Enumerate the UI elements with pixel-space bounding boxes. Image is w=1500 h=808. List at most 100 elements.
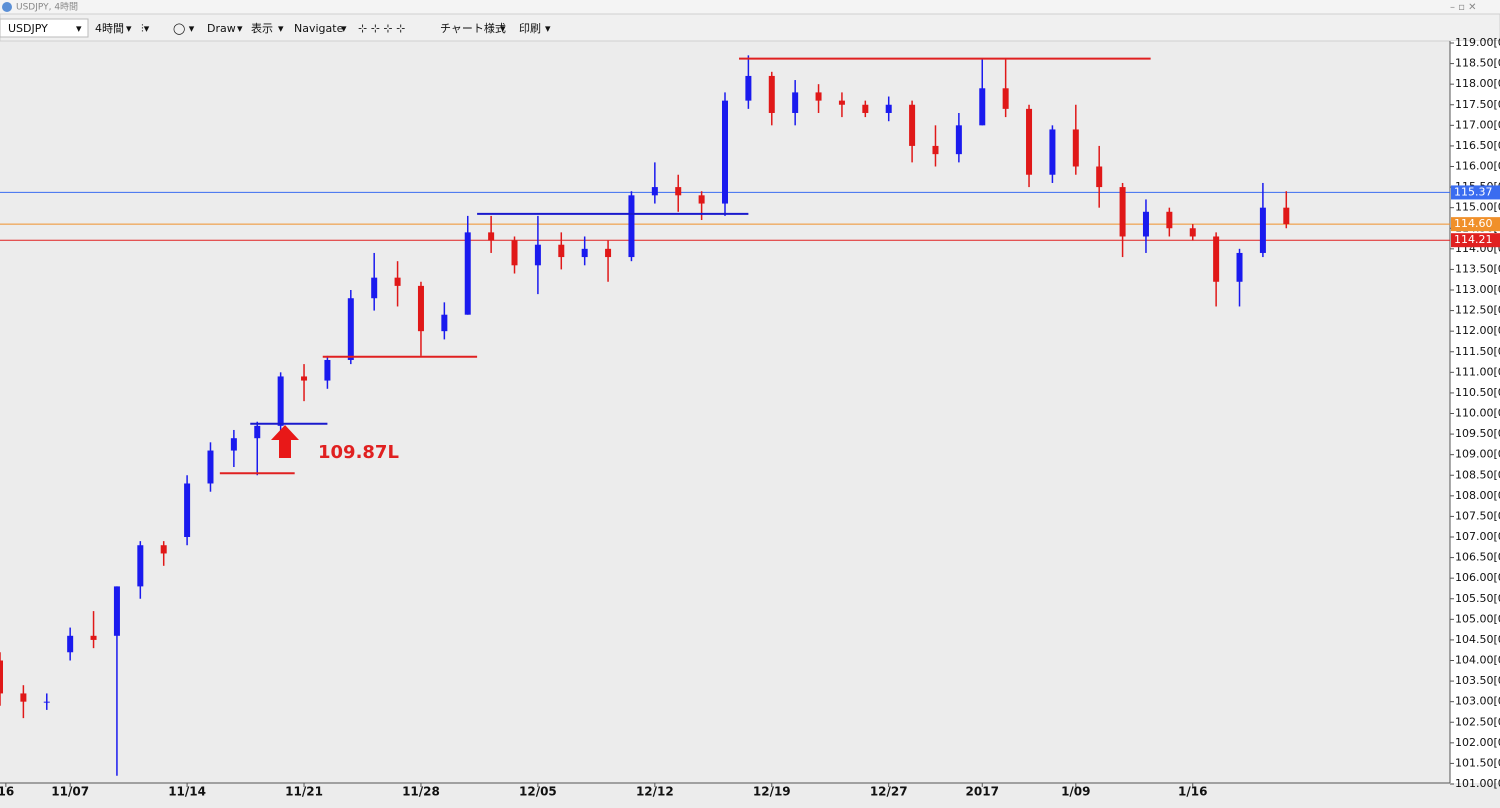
y-tick-label: 107.00[0 [1455,530,1500,543]
view-menu[interactable]: 表示 [251,21,273,35]
toolbar [0,13,1500,42]
dropdown[interactable]: ▾ [126,22,132,35]
candle-body [534,244,541,266]
x-tick-label: 11/07 [51,785,89,799]
y-tick-label: 111.00[0 [1455,365,1500,378]
y-tick-label: 113.50[0 [1455,262,1500,275]
candle-body [90,635,97,640]
y-tick-label: 116.00[0 [1455,160,1500,173]
candle-body [722,100,728,204]
candle-body [932,145,939,155]
dropdown[interactable]: ▾ [237,22,243,35]
y-tick-label: 106.50[0 [1455,551,1500,564]
candle-body [768,75,775,113]
y-tick-label: 113.00[0 [1455,283,1500,296]
dropdown[interactable]: ▾ [500,22,506,35]
candle-body [745,75,752,101]
candle-body [1049,129,1056,175]
print-menu[interactable]: 印刷 [519,22,541,35]
candle-body [230,438,237,451]
dropdown[interactable]: ▾ [341,22,347,35]
candle-body [1119,187,1126,237]
candle-body [43,701,50,703]
candle-body [792,92,799,113]
y-tick-label: 108.50[0 [1455,468,1500,481]
y-tick-label: 101.50[0 [1455,756,1500,769]
dropdown[interactable]: ▾ [278,22,284,35]
candle-body [605,248,612,258]
price-tag [1451,233,1500,248]
y-tick-label: 112.00[0 [1455,324,1500,337]
x-tick-label: 12/27 [870,785,908,799]
y-tick-label: 102.00[0 [1455,736,1500,749]
shape-tool[interactable]: ◯ ▾ [173,22,195,35]
y-tick-label: 111.50[0 [1455,345,1500,358]
x-tick-label: 11/14 [168,785,206,799]
y-tick-label: 106.00[0 [1455,571,1500,584]
y-tick-label: 112.50[0 [1455,304,1500,317]
symbol[interactable]: USDJPY [8,22,48,35]
candle-body [347,298,354,360]
candle-body [254,425,261,439]
candle-body [371,277,378,299]
y-tick-label: 118.00[0 [1455,77,1500,90]
dropdown[interactable]: ▾ [76,22,82,35]
candle-body [909,104,916,146]
symbol-select[interactable] [0,18,89,38]
candle-body [441,314,448,332]
navigate-menu[interactable]: Navigate [294,22,344,35]
candle-body [324,359,331,381]
candle-body [160,545,167,554]
x-tick-label: 1/09 [1061,785,1090,799]
candle-body [277,376,284,426]
window-title: USDJPY, 4時間 [16,2,78,13]
candle-body [628,195,635,258]
plot [0,55,1450,776]
candle-body [184,483,191,537]
candle-body [885,104,892,113]
x-tick-label: 1/16 [1178,785,1207,799]
y-tick-label: 119.00[0 [1455,36,1500,49]
candle-body [1002,88,1009,109]
window-buttons[interactable]: – ▫ ✕ [1450,2,1477,13]
style-menu[interactable]: チャート様式 [440,21,506,35]
candle-body [417,285,424,332]
y-tick-label: 103.00[0 [1455,695,1500,708]
timeframe[interactable]: 4時間 [95,22,124,35]
x-tick-label: 12/19 [753,785,791,799]
x-tick-label: 12/05 [519,785,557,799]
candle-body [1096,166,1103,188]
y-tick-label: 116.50[0 [1455,139,1500,152]
candle-body [815,92,822,101]
y-tick-label: 110.50[0 [1455,386,1500,399]
arrow [271,425,299,458]
y-tick-label: 101.00[0 [1455,777,1500,790]
price-tag-label: 114.60 [1454,217,1493,230]
draw-menu[interactable]: Draw [207,22,236,35]
candle-body [675,187,682,196]
candle-body [651,187,658,196]
candle-body [464,232,471,315]
candle-body [581,248,588,258]
x-tick-label: 16 [0,785,14,799]
app-icon [2,2,12,12]
candle-body [862,104,869,113]
candle-body [207,450,214,484]
candle-body [1259,207,1266,253]
x-tick-label: 12/12 [636,785,674,799]
zoom-tools[interactable]: ⊹ ⊹ ⊹ ⊹ [358,22,405,35]
candle-body [394,277,401,286]
y-tick-label: 115.00[0 [1455,201,1500,214]
candle-body [113,586,120,636]
chart-type[interactable]: ⫶▾ [141,22,150,35]
y-tick-label: 109.50[0 [1455,427,1500,440]
x-tick-label: 2017 [966,785,999,799]
dropdown[interactable]: ▾ [545,22,551,35]
candle-body [1072,129,1079,167]
candle-body [137,545,144,587]
price-tag [1451,217,1500,232]
y-tick-label: 105.00[0 [1455,612,1500,625]
price-axis [1450,41,1500,783]
